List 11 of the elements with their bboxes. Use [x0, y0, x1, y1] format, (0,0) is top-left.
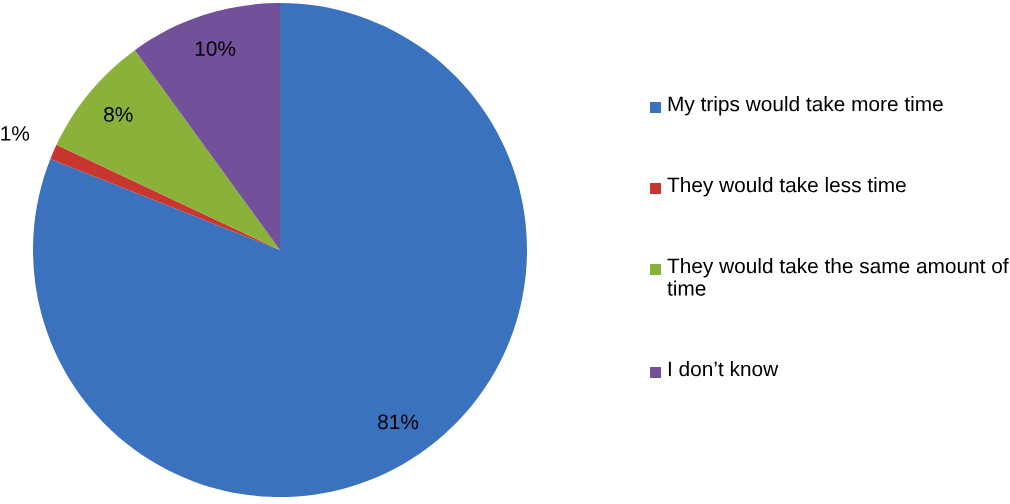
pie-slice — [33, 3, 527, 497]
data-label: 81% — [378, 414, 419, 430]
legend-label: I don’t know — [668, 361, 779, 377]
data-label: 10% — [195, 41, 236, 56]
legend-label: My trips would take more time — [668, 96, 943, 116]
pie-slice — [134, 3, 280, 250]
data-label: 8% — [104, 107, 133, 122]
legend-label: They would take the same amount of time — [667, 258, 1009, 296]
pie-slice — [50, 144, 280, 250]
legend-label: They would take less time — [667, 177, 906, 197]
data-label: 1% — [1, 126, 30, 141]
